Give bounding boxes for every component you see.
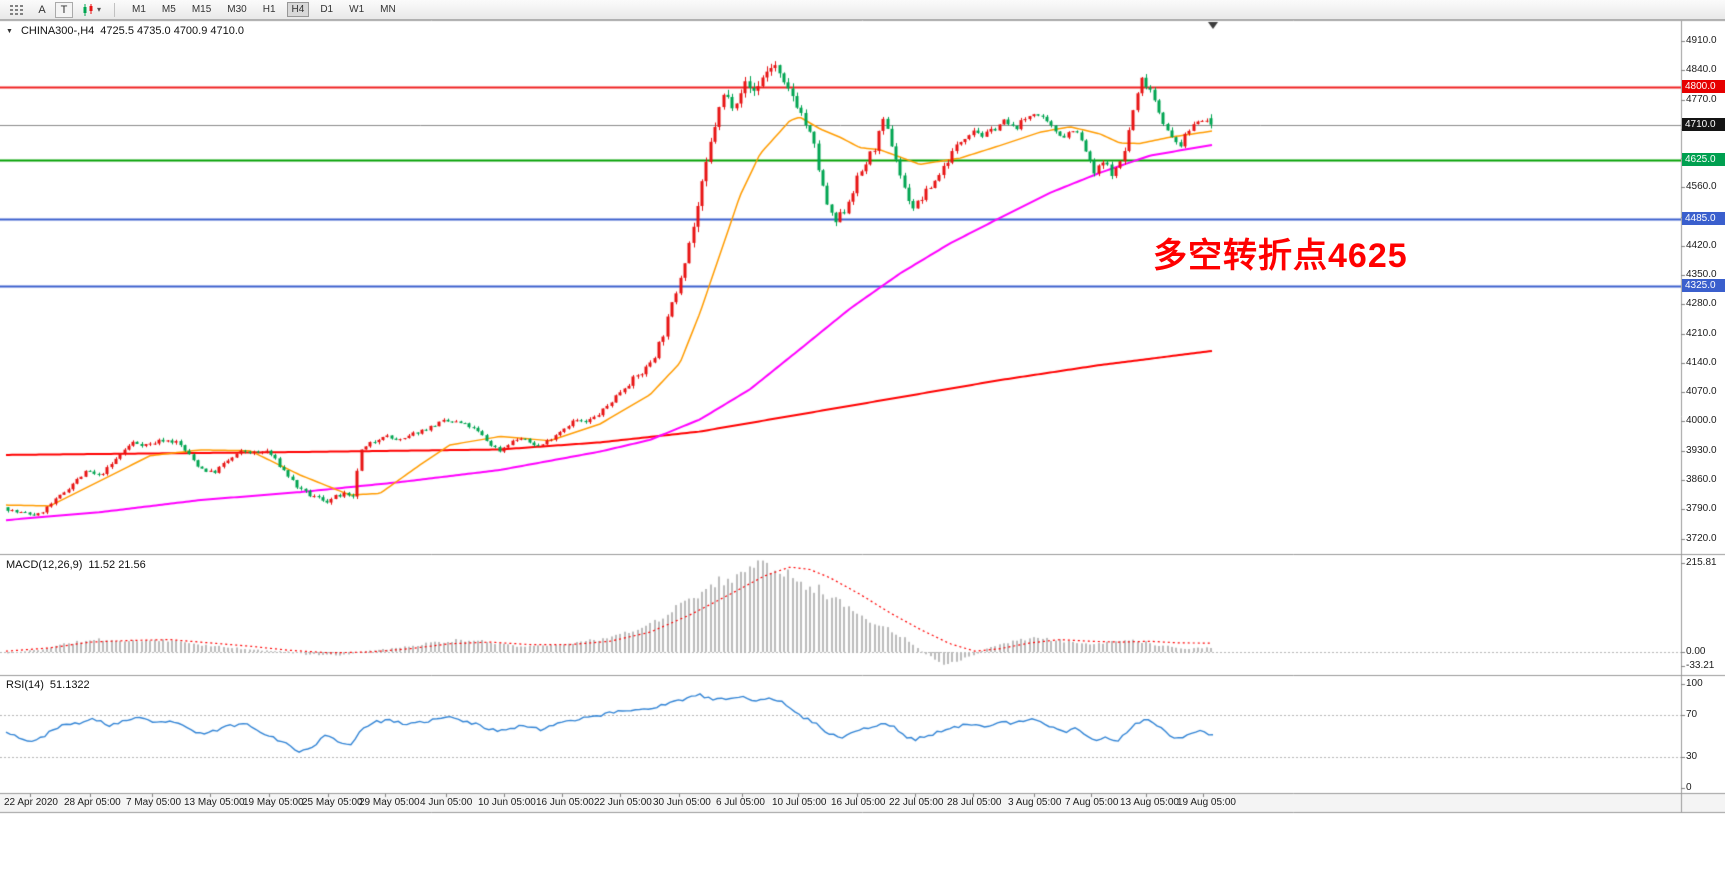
timeframe-button-d1[interactable]: D1 (315, 2, 338, 17)
chevron-down-icon: ▾ (97, 5, 102, 14)
toolbar: A T ▾ M1 M5 M15 M30 H1 H4 D1 W1 MN (0, 0, 1725, 20)
cursor-a-button[interactable]: A (33, 2, 51, 18)
timeframe-button-m1[interactable]: M1 (127, 2, 151, 17)
candlestick-icon (83, 3, 93, 16)
timeframe-button-w1[interactable]: W1 (344, 2, 369, 17)
timeframe-button-h4[interactable]: H4 (286, 2, 310, 17)
timeframe-bar: M1 M5 M15 M30 H1 H4 D1 W1 MN (124, 2, 404, 17)
toolbar-separator (114, 2, 116, 17)
timeframe-button-m15[interactable]: M15 (187, 2, 216, 17)
chart-type-button[interactable]: ▾ (77, 1, 105, 19)
timeframe-button-mn[interactable]: MN (375, 2, 401, 17)
timeframe-button-m30[interactable]: M30 (222, 2, 251, 17)
timeframe-button-h1[interactable]: H1 (258, 2, 281, 17)
tile-windows-icon[interactable] (3, 1, 29, 19)
text-tool-button[interactable]: T (55, 1, 73, 18)
timeframe-button-m5[interactable]: M5 (157, 2, 181, 17)
